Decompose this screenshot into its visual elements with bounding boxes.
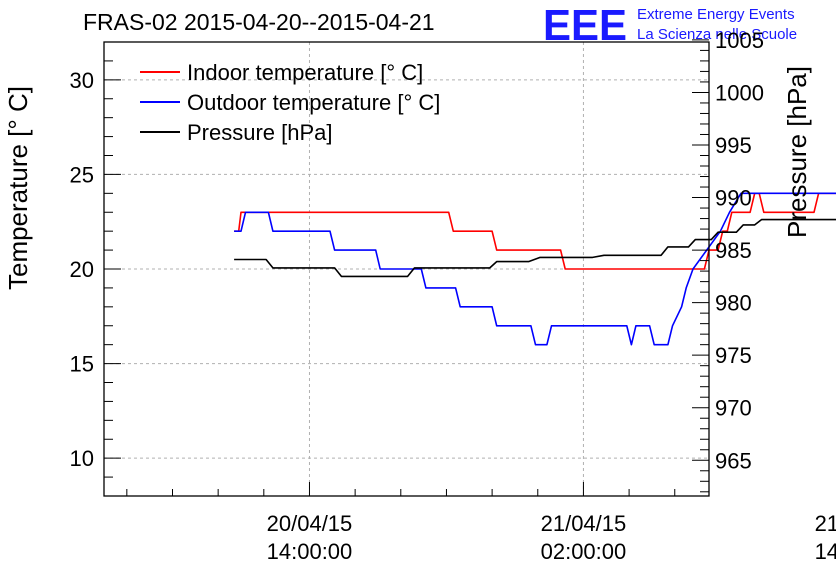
y-right-tick-label: 970	[715, 396, 752, 421]
y-right-tick-label: 980	[715, 291, 752, 316]
eee-logo-line2: La Scienza nelle Scuole	[637, 26, 797, 43]
y-right-tick-label: 975	[715, 343, 752, 368]
x-tick-label-date: 21/04/15	[541, 511, 627, 536]
x-tick-label-time: 14:00:00	[815, 539, 836, 564]
x-tick-label-time: 02:00:00	[541, 539, 627, 564]
y-right-tick-label: 1000	[715, 80, 764, 105]
y-right-tick-label: 990	[715, 186, 752, 211]
eee-logo-line1: Extreme Energy Events	[637, 6, 795, 23]
y-left-tick-label: 25	[70, 162, 94, 187]
y-left-tick-label: 30	[70, 68, 94, 93]
y-right-tick-label: 965	[715, 448, 752, 473]
legend-label-3: Pressure [hPa]	[187, 120, 333, 145]
y-axis-left-label: Temperature [° C]	[3, 86, 33, 290]
series-line-3	[234, 218, 836, 278]
y-left-tick-label: 15	[70, 352, 94, 377]
axes-layer: 20/04/15 14:00:00 21/04/15 02:00:00 21/04/15…	[70, 28, 836, 564]
legend-label-2: Outdoor temperature [° C]	[187, 90, 440, 115]
chart-title: FRAS-02 2015-04-20--2015-04-21	[83, 9, 435, 35]
y-right-tick-label: 995	[715, 133, 752, 158]
legend: Indoor temperature [° C] Outdoor temperat…	[140, 60, 440, 145]
series-layer	[234, 192, 836, 346]
x-tick-label-date: 20/04/15	[267, 511, 353, 536]
y-axis-right-label: Pressure [hPa]	[782, 66, 812, 238]
y-right-tick-label: 1005	[715, 28, 764, 53]
y-right-tick-label: 985	[715, 238, 752, 263]
y-left-tick-label: 20	[70, 257, 94, 282]
eee-logo: EEE Extreme Energy Events La Scienza nel…	[543, 1, 797, 50]
x-tick-label-date: 21/04/15	[815, 511, 836, 536]
x-tick-label-time: 14:00:00	[267, 539, 353, 564]
y-left-tick-label: 10	[70, 446, 94, 471]
legend-label-1: Indoor temperature [° C]	[187, 60, 423, 85]
